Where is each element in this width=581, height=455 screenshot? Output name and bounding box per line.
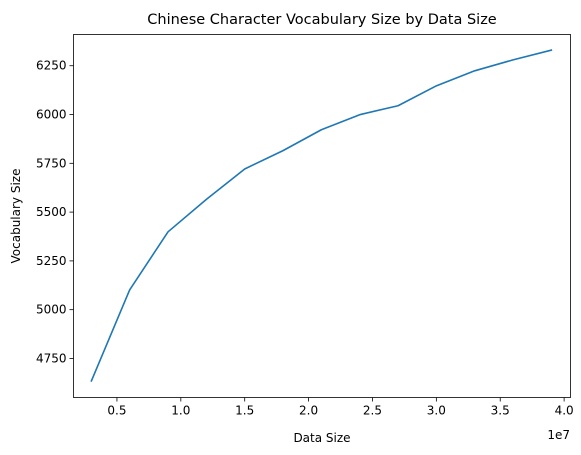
x-axis: 0.5 1.0 1.5 2.0 2.5 3.0 3.5 4.0	[107, 397, 574, 418]
y-tick-label: 5000	[36, 303, 67, 317]
x-axis-offset-label: 1e7	[547, 428, 570, 442]
y-tick-label: 6250	[36, 59, 67, 73]
x-tick-label: 1.5	[235, 404, 254, 418]
x-tick-label: 3.5	[491, 404, 510, 418]
y-tick-label: 5750	[36, 156, 67, 170]
y-axis-label: Vocabulary Size	[9, 169, 23, 264]
x-tick-label: 1.0	[171, 404, 190, 418]
x-tick-label: 2.5	[363, 404, 382, 418]
series-line	[90, 49, 553, 382]
chart-title: Chinese Character Vocabulary Size by Dat…	[147, 12, 497, 28]
y-tick-label: 5500	[36, 205, 67, 219]
x-axis-label: Data Size	[293, 431, 350, 445]
x-tick-label: 4.0	[555, 404, 574, 418]
y-tick-label: 6000	[36, 108, 67, 122]
x-tick-label: 0.5	[107, 404, 126, 418]
plot-frame	[73, 34, 571, 398]
y-axis: 4750 5000 5250 5500 5750 6000 6250	[36, 59, 74, 365]
x-tick-label: 3.0	[427, 404, 446, 418]
series-layer	[90, 49, 553, 382]
y-tick-label: 5250	[36, 254, 67, 268]
x-tick-label: 2.0	[299, 404, 318, 418]
y-tick-label: 4750	[36, 351, 67, 365]
